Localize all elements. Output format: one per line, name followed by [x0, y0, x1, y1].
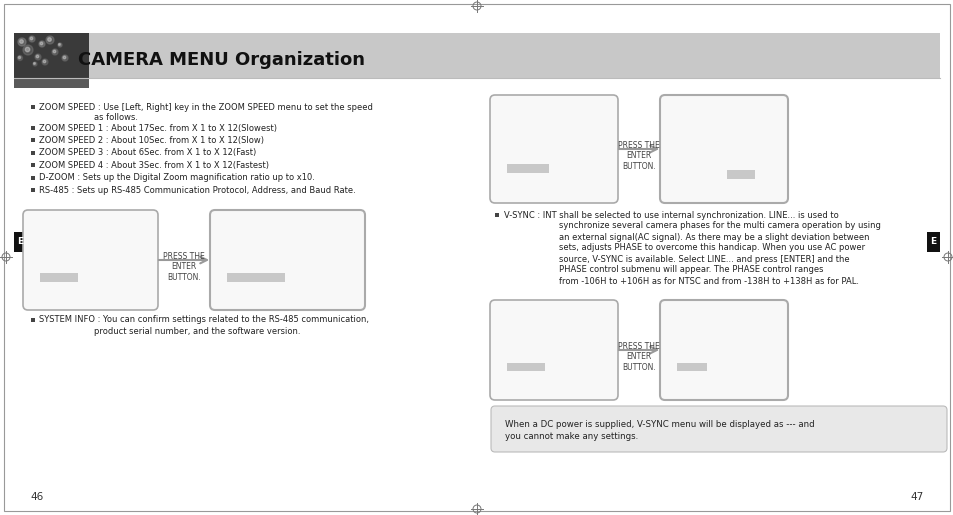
- Circle shape: [36, 55, 39, 58]
- Text: PRESS THE
ENTER
BUTTON.: PRESS THE ENTER BUTTON.: [618, 141, 659, 171]
- Text: as follows.: as follows.: [94, 113, 138, 123]
- Text: RS-485 : Sets up RS-485 Communication Protocol, Address, and Baud Rate.: RS-485 : Sets up RS-485 Communication Pr…: [39, 186, 355, 195]
- Bar: [14, 232, 27, 252]
- FancyBboxPatch shape: [490, 95, 618, 203]
- FancyBboxPatch shape: [659, 300, 787, 400]
- Text: source, V-SYNC is available. Select LINE... and press [ENTER] and the: source, V-SYNC is available. Select LINE…: [558, 254, 849, 264]
- Bar: [926, 232, 939, 252]
- Circle shape: [18, 56, 21, 59]
- FancyBboxPatch shape: [23, 210, 158, 310]
- Text: 47: 47: [910, 492, 923, 502]
- Bar: [30, 318, 35, 321]
- Circle shape: [33, 62, 37, 66]
- Circle shape: [18, 38, 26, 46]
- Text: synchronize several camera phases for the multi camera operation by using: synchronize several camera phases for th…: [558, 221, 880, 231]
- Circle shape: [43, 60, 46, 63]
- Text: from -106H to +106H as for NTSC and from -138H to +138H as for PAL.: from -106H to +106H as for NTSC and from…: [558, 277, 858, 285]
- Circle shape: [53, 50, 56, 53]
- Circle shape: [48, 38, 51, 41]
- Bar: [14, 79, 89, 88]
- Text: ZOOM SPEED 3 : About 6Sec. from X 1 to X 12(Fast): ZOOM SPEED 3 : About 6Sec. from X 1 to X…: [39, 148, 256, 158]
- Bar: [506, 363, 544, 371]
- Text: PRESS THE
ENTER
BUTTON.: PRESS THE ENTER BUTTON.: [618, 342, 659, 372]
- Bar: [30, 163, 35, 167]
- Text: ZOOM SPEED 1 : About 17Sec. from X 1 to X 12(Slowest): ZOOM SPEED 1 : About 17Sec. from X 1 to …: [39, 124, 276, 132]
- Text: ZOOM SPEED 4 : About 3Sec. from X 1 to X 12(Fastest): ZOOM SPEED 4 : About 3Sec. from X 1 to X…: [39, 161, 269, 170]
- Text: SYSTEM INFO : You can confirm settings related to the RS-485 communication,: SYSTEM INFO : You can confirm settings r…: [39, 316, 369, 324]
- Circle shape: [58, 44, 60, 45]
- Text: E: E: [929, 237, 936, 247]
- Bar: [30, 126, 35, 129]
- Text: you cannot make any settings.: you cannot make any settings.: [504, 432, 638, 441]
- Circle shape: [17, 56, 23, 60]
- Circle shape: [30, 37, 32, 40]
- Circle shape: [29, 36, 35, 42]
- Text: product serial number, and the software version.: product serial number, and the software …: [94, 327, 300, 335]
- Bar: [14, 33, 939, 78]
- Bar: [30, 188, 35, 192]
- FancyBboxPatch shape: [490, 300, 618, 400]
- Circle shape: [39, 41, 45, 47]
- Circle shape: [33, 63, 35, 64]
- Text: PHASE control submenu will appear. The PHASE control ranges: PHASE control submenu will appear. The P…: [558, 266, 822, 274]
- Bar: [40, 273, 78, 282]
- Text: an external signal(AC signal). As there may be a slight deviation between: an external signal(AC signal). As there …: [558, 232, 868, 242]
- Text: ZOOM SPEED : Use [Left, Right] key in the ZOOM SPEED menu to set the speed: ZOOM SPEED : Use [Left, Right] key in th…: [39, 102, 373, 112]
- Text: ZOOM SPEED 2 : About 10Sec. from X 1 to X 12(Slow): ZOOM SPEED 2 : About 10Sec. from X 1 to …: [39, 136, 264, 145]
- Bar: [506, 164, 548, 173]
- Bar: [495, 213, 498, 216]
- Circle shape: [63, 56, 66, 59]
- Text: When a DC power is supplied, V-SYNC menu will be displayed as --- and: When a DC power is supplied, V-SYNC menu…: [504, 420, 814, 429]
- Circle shape: [20, 40, 23, 43]
- Circle shape: [52, 49, 58, 55]
- Circle shape: [35, 54, 41, 60]
- Bar: [227, 273, 285, 282]
- FancyBboxPatch shape: [659, 95, 787, 203]
- FancyBboxPatch shape: [210, 210, 365, 310]
- Text: sets, adjusts PHASE to overcome this handicap. When you use AC power: sets, adjusts PHASE to overcome this han…: [558, 244, 864, 252]
- Circle shape: [42, 59, 48, 65]
- Bar: [30, 138, 35, 142]
- Text: V-SYNC : INT shall be selected to use internal synchronization. LINE... is used : V-SYNC : INT shall be selected to use in…: [503, 211, 838, 219]
- Circle shape: [58, 43, 62, 47]
- Bar: [14, 33, 89, 78]
- Bar: [30, 150, 35, 154]
- Bar: [30, 176, 35, 180]
- Circle shape: [23, 45, 33, 55]
- Text: PRESS THE
ENTER
BUTTON.: PRESS THE ENTER BUTTON.: [163, 252, 205, 282]
- Text: D-ZOOM : Sets up the Digital Zoom magnification ratio up to x10.: D-ZOOM : Sets up the Digital Zoom magnif…: [39, 174, 314, 182]
- Circle shape: [25, 47, 30, 52]
- Bar: [726, 170, 754, 179]
- Bar: [30, 105, 35, 109]
- Text: 46: 46: [30, 492, 43, 502]
- Text: CAMERA MENU Organization: CAMERA MENU Organization: [78, 51, 365, 69]
- Text: E: E: [17, 237, 24, 247]
- Bar: [677, 363, 706, 371]
- Circle shape: [62, 55, 68, 61]
- FancyBboxPatch shape: [491, 406, 946, 452]
- Circle shape: [46, 36, 54, 44]
- Circle shape: [40, 42, 43, 45]
